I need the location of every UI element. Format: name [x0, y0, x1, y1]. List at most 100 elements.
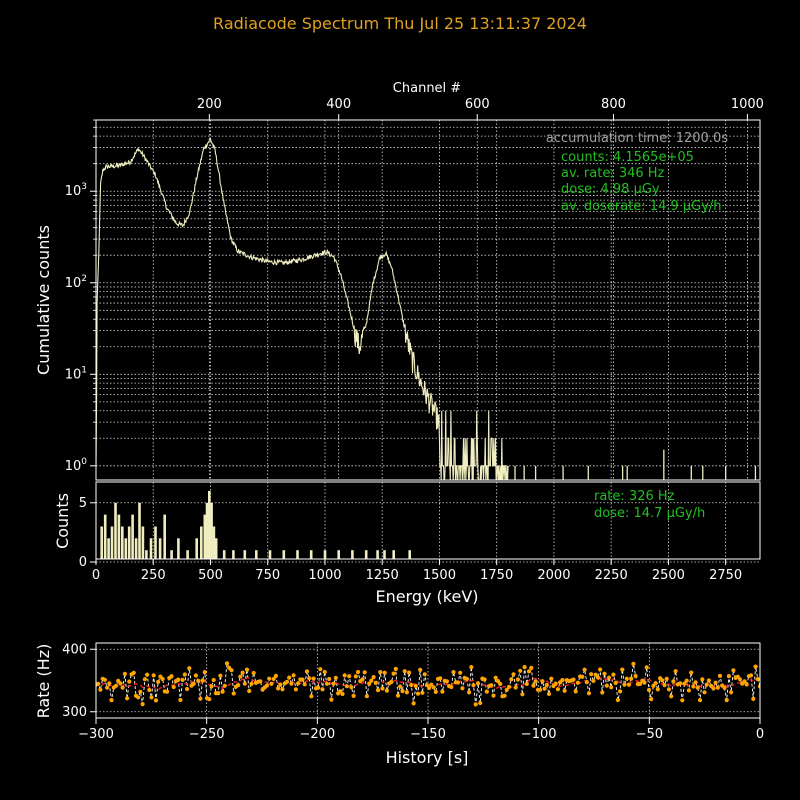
history-point — [586, 691, 592, 696]
history-point — [224, 661, 230, 666]
history-point — [347, 674, 352, 679]
history-point — [242, 681, 247, 686]
history-point — [415, 691, 421, 696]
history-point — [198, 696, 203, 701]
history-point — [513, 685, 518, 690]
count-bar — [268, 550, 272, 559]
history-point — [324, 681, 330, 686]
history-point — [229, 668, 234, 673]
history-point — [582, 667, 587, 672]
channel-tick-label: 200 — [197, 97, 222, 112]
history-point — [267, 676, 272, 681]
history-point — [584, 680, 589, 685]
history-point — [620, 667, 625, 672]
history-point — [700, 677, 705, 682]
history-point — [693, 680, 698, 685]
history-point — [553, 681, 558, 686]
channel-ticks: 200 400 600 800 1000 — [197, 97, 764, 120]
history-point — [598, 667, 603, 672]
history-point — [362, 670, 367, 675]
history-point — [391, 671, 396, 676]
history-point — [467, 690, 472, 695]
history-point — [433, 689, 438, 695]
history-tick-label: −50 — [636, 727, 663, 742]
history-point — [440, 689, 445, 694]
history-point — [202, 670, 207, 675]
history-point — [504, 687, 509, 693]
count-bar — [203, 514, 207, 559]
count-bar — [121, 526, 124, 559]
history-point — [156, 679, 161, 685]
history-x-label: History [s] — [386, 748, 469, 767]
history-point — [526, 669, 532, 674]
history-point — [518, 668, 523, 673]
count-bar — [134, 538, 138, 559]
history-point — [633, 673, 638, 679]
history-point — [542, 686, 547, 691]
count-bar — [208, 490, 211, 559]
history-point — [109, 698, 114, 703]
history-point — [333, 675, 338, 681]
history-point — [726, 674, 732, 679]
history-point — [573, 689, 578, 694]
history-point — [409, 682, 414, 688]
energy-tick-label: 2500 — [652, 568, 685, 583]
history-point — [140, 702, 145, 707]
rate-history-panel: 300 400 −300 −250 −200 −150 −100 −50 0 Rate (Hz… — [34, 642, 764, 767]
history-point — [251, 670, 256, 676]
count-bar — [131, 514, 134, 559]
history-point — [755, 677, 760, 682]
history-point — [342, 673, 347, 678]
history-point — [695, 685, 700, 690]
history-point — [304, 669, 310, 674]
history-point — [451, 670, 456, 675]
history-point — [715, 685, 720, 690]
differential-frame — [95, 481, 761, 560]
history-point — [216, 691, 221, 696]
history-point — [209, 684, 214, 689]
count-bar — [408, 550, 411, 559]
history-point — [200, 678, 205, 683]
history-point — [422, 672, 427, 677]
history-point — [240, 670, 245, 675]
count-bar — [110, 526, 114, 559]
history-point — [671, 679, 676, 684]
count-bar — [114, 502, 117, 559]
history-point — [307, 676, 312, 681]
history-point — [678, 681, 683, 686]
history-point — [276, 686, 281, 691]
energy-tick-label: 500 — [198, 568, 223, 583]
history-point — [600, 690, 605, 695]
count-bar — [141, 526, 145, 559]
differential-y-label: Counts — [53, 493, 72, 549]
energy-tick-label: 1750 — [480, 568, 513, 583]
count-bar — [282, 550, 286, 559]
history-point — [691, 684, 696, 689]
average-rate-text: av. rate: 346 Hz — [561, 166, 665, 181]
history-point — [311, 676, 316, 681]
history-point — [749, 673, 754, 678]
history-point — [400, 689, 405, 694]
count-bar — [100, 526, 103, 559]
history-point — [455, 680, 461, 685]
current-dose-text: dose: 14.7 µGy/h — [594, 506, 705, 521]
count-bar — [222, 550, 226, 559]
history-point — [249, 681, 254, 687]
history-point — [395, 693, 401, 698]
history-point — [580, 674, 585, 679]
history-series-group — [96, 661, 760, 707]
history-point — [375, 688, 381, 693]
count-bar — [232, 550, 235, 559]
history-point — [591, 678, 596, 684]
history-point — [351, 693, 356, 699]
history-point — [211, 677, 216, 683]
history-tick-label: −150 — [410, 727, 446, 742]
history-point — [280, 687, 285, 692]
history-point — [329, 697, 334, 702]
history-point — [207, 697, 212, 702]
history-point — [153, 698, 159, 703]
energy-tick-label: 2750 — [709, 568, 742, 583]
history-point — [680, 698, 685, 703]
history-point — [187, 666, 192, 671]
count-bar — [214, 538, 218, 559]
